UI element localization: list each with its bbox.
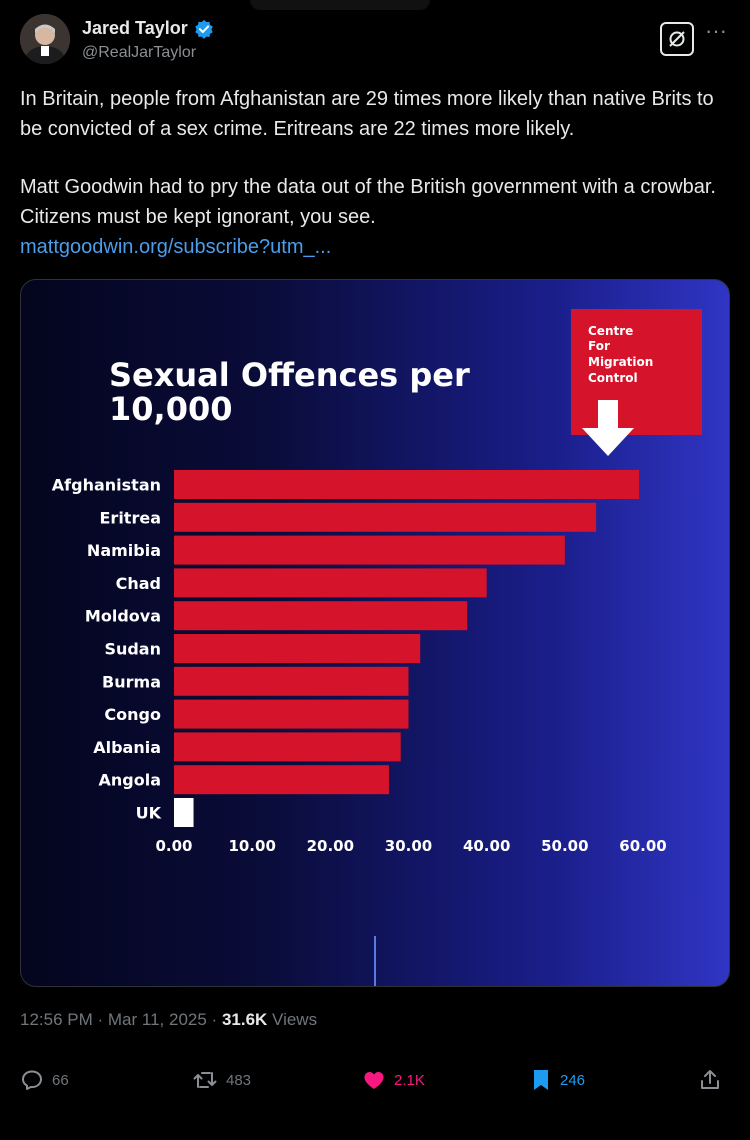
logo-line-2: For [588,339,610,353]
bar-namibia [174,535,565,565]
bar-eritrea [174,502,597,532]
reply-button[interactable]: 66 [20,1068,69,1092]
bar-burma [174,666,409,696]
bookmark-count: 246 [560,1071,586,1089]
chart-title-line-1: Sexual Offences per [109,356,470,394]
timestamp-separator-2: · [211,1010,222,1029]
x-tick-labels: 0.00 10.00 20.00 30.00 40.00 50.00 60.00 [155,837,666,855]
bar-afghanistan [174,470,640,499]
logo-box [571,309,702,435]
x-tick-label: 20.00 [307,837,354,855]
x-tick-label: 50.00 [541,837,588,855]
views-label: Views [272,1010,318,1029]
bar-sudan [174,634,421,663]
chart-title-line-2: 10,000 [109,390,232,428]
down-arrow-icon [582,400,634,456]
author-name[interactable]: Jared Taylor [82,18,188,38]
bar-chad [174,568,487,598]
bar-angola [174,765,389,795]
category-label-albania: Albania [93,738,161,757]
logo-line-4: Control [588,371,638,385]
top-edge-shadow [250,0,430,10]
category-label-afghanistan: Afghanistan [52,476,161,495]
category-label-uk: UK [136,804,162,823]
bar-uk [174,798,194,827]
logo-line-1: Centre [588,324,633,338]
x-tick-label: 0.00 [155,837,192,855]
category-label-sudan: Sudan [104,640,161,659]
reply-count: 66 [52,1071,69,1089]
grok-icon[interactable] [660,22,694,56]
verified-badge-icon [194,19,213,39]
category-label-burma: Burma [102,672,161,691]
x-tick-label: 10.00 [228,837,275,855]
logo-line-3: Migration [588,355,653,369]
like-count: 2.1K [394,1071,425,1089]
tweet-header: Jared Taylor @RealJarTaylor ··· [20,14,730,70]
more-icon[interactable]: ··· [705,18,727,43]
share-icon [701,1070,719,1089]
migration-control-logo: Centre For Migration Control [571,309,702,456]
tweet-time[interactable]: 12:56 PM [20,1010,93,1029]
bar-chart: Sexual Offences per 10,000 Centre For Mi… [52,309,702,986]
category-label-angola: Angola [99,771,162,790]
author-name-row: Jared Taylor [82,18,214,39]
bar-albania [174,732,401,762]
category-label-moldova: Moldova [85,607,161,626]
reply-icon [22,1070,42,1090]
retweet-button[interactable]: 483 [192,1068,251,1092]
bar-moldova [174,601,468,631]
tweet-paragraph-1: In Britain, people from Afghanistan are … [20,88,714,140]
category-label-chad: Chad [116,574,161,593]
retweet-count: 483 [226,1071,252,1089]
tweet-actions: 66 483 2.1K 246 [20,1068,730,1100]
share-button[interactable] [698,1068,722,1092]
bars [174,470,640,827]
like-icon [364,1072,384,1089]
author-handle[interactable]: @RealJarTaylor [82,44,197,61]
tweet-timestamp: 12:56 PM · Mar 11, 2025 · 31.6K Views [20,1010,317,1030]
category-labels: Afghanistan Eritrea Namibia Chad Moldova Suda… [52,476,162,823]
category-label-congo: Congo [104,705,161,724]
tweet-date[interactable]: Mar 11, 2025 [107,1010,207,1029]
avatar[interactable] [20,14,70,64]
tweet-paragraph-2: Matt Goodwin had to pry the data out of … [20,176,716,228]
bookmark-button[interactable]: 246 [530,1068,585,1092]
views-count: 31.6K [221,1010,268,1029]
tweet-media-chart[interactable]: Sexual Offences per 10,000 Centre For Mi… [20,279,730,987]
bookmark-icon [534,1070,548,1090]
x-tick-label: 30.00 [385,837,432,855]
x-tick-label: 60.00 [619,837,666,855]
tweet-link[interactable]: mattgoodwin.org/subscribe?utm_... [20,236,332,258]
retweet-icon [193,1072,217,1088]
tweet-text: In Britain, people from Afghanistan are … [20,84,720,262]
category-label-eritrea: Eritrea [100,508,162,527]
bar-congo [174,699,409,729]
category-label-namibia: Namibia [87,541,161,560]
like-button[interactable]: 2.1K [362,1068,425,1092]
timestamp-separator-1: · [97,1010,108,1029]
x-tick-label: 40.00 [463,837,510,855]
